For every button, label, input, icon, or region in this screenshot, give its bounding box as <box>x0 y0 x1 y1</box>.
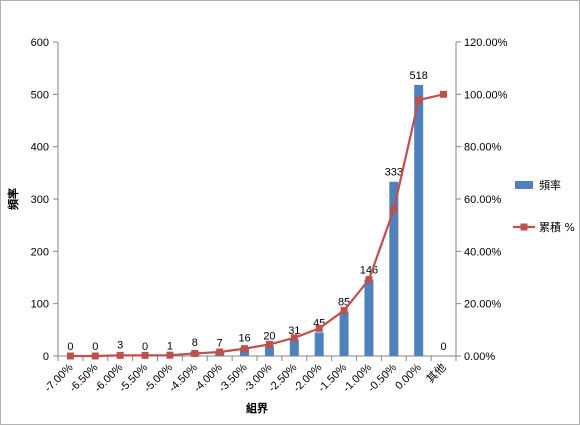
right-tick-label: 40.00% <box>464 246 502 258</box>
cumulative-point <box>440 90 448 98</box>
right-tick-label: 20.00% <box>464 299 502 311</box>
bar <box>264 345 274 356</box>
data-label: 333 <box>385 167 403 179</box>
cumulative-point <box>265 340 273 348</box>
cumulative-point <box>290 334 298 342</box>
data-label: 31 <box>288 325 300 337</box>
legend-swatch-bars <box>515 181 533 189</box>
bar <box>314 332 324 356</box>
data-label: 20 <box>263 331 275 343</box>
data-label: 7 <box>217 337 223 349</box>
left-tick-label: 300 <box>31 194 49 206</box>
data-label: 8 <box>192 337 198 349</box>
cumulative-point <box>191 349 199 357</box>
left-tick-label: 0 <box>43 351 49 363</box>
bar <box>364 279 374 356</box>
cumulative-point <box>340 306 348 314</box>
right-tick-label: 120.00% <box>464 37 508 49</box>
cumulative-point <box>415 96 423 104</box>
bar <box>339 311 349 356</box>
right-tick-label: 60.00% <box>464 194 502 206</box>
left-tick-label: 400 <box>31 142 49 154</box>
x-tick-label: 其他 <box>424 361 449 386</box>
data-label: 518 <box>410 70 428 82</box>
data-label: 146 <box>360 265 378 277</box>
data-label: 0 <box>92 341 98 353</box>
cumulative-point <box>241 345 249 353</box>
cumulative-point <box>315 324 323 332</box>
cumulative-point <box>91 352 99 360</box>
data-label: 0 <box>142 341 148 353</box>
data-label: 3 <box>117 339 123 351</box>
right-tick-label: 0.00% <box>464 351 495 363</box>
x-tick-label: 0.00% <box>393 361 424 392</box>
data-label: 1 <box>167 340 173 352</box>
cumulative-point <box>66 352 74 360</box>
cumulative-point <box>166 351 174 359</box>
data-label: 0 <box>67 341 73 353</box>
cumulative-point <box>216 348 224 356</box>
left-tick-label: 200 <box>31 246 49 258</box>
legend-swatch-marker <box>520 223 528 231</box>
cumulative-line <box>70 93 444 358</box>
data-label: 16 <box>238 333 250 345</box>
bar <box>414 84 424 356</box>
y-axis-title: 頻率 <box>6 188 20 210</box>
bar <box>289 339 299 356</box>
cumulative-point <box>116 351 124 359</box>
x-axis-title: 組界 <box>246 401 268 415</box>
legend-label-line: 累積 % <box>539 220 575 234</box>
cumulative-point <box>141 351 149 359</box>
legend-label-bars: 頻率 <box>539 178 561 192</box>
right-tick-label: 100.00% <box>464 89 508 101</box>
cumulative-point <box>390 205 398 213</box>
left-tick-label: 500 <box>31 89 49 101</box>
cumulative-point <box>365 276 373 284</box>
x-tick-label: -0.50% <box>366 361 399 394</box>
data-label: 0 <box>441 341 447 353</box>
left-tick-label: 600 <box>31 37 49 49</box>
left-tick-label: 100 <box>31 299 49 311</box>
bar <box>389 181 399 356</box>
right-tick-label: 80.00% <box>464 142 502 154</box>
